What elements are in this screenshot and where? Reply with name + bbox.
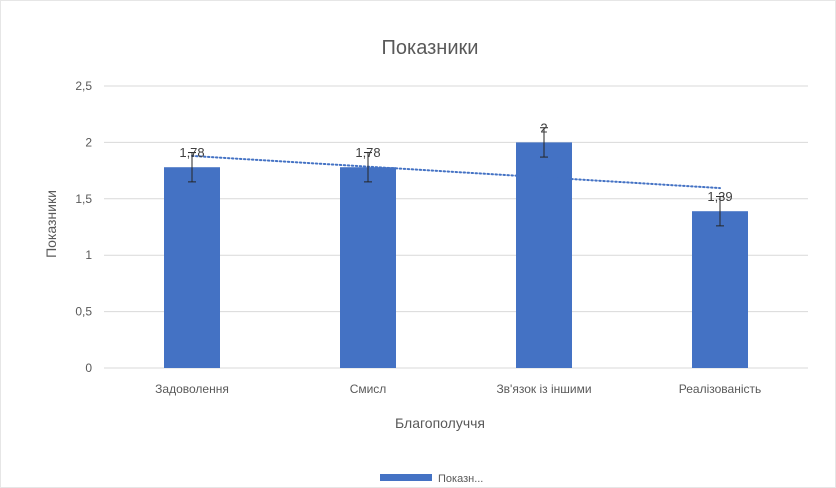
bar: [692, 211, 748, 368]
y-axis-title: Показники: [43, 190, 59, 258]
y-tick-label: 0: [85, 361, 92, 375]
bar: [516, 142, 572, 368]
y-tick-label: 0,5: [75, 305, 92, 319]
data-labels: 1,78 1,78 2 1,39: [179, 120, 732, 204]
data-label: 1,39: [707, 189, 732, 204]
x-tick-label: Задоволення: [155, 382, 229, 396]
y-tick-label: 2,5: [75, 79, 92, 93]
data-label: 2: [540, 120, 547, 135]
bars: [164, 142, 748, 368]
trendline-line: [191, 154, 721, 190]
bar: [164, 167, 220, 368]
y-tick-label: 2: [85, 135, 92, 149]
data-label: 1,78: [355, 145, 380, 160]
data-label: 1,78: [179, 145, 204, 160]
legend-swatch: [380, 474, 432, 481]
chart-title: Показники: [382, 37, 479, 59]
x-tick-label: Реалізованість: [679, 382, 762, 396]
x-tick-label: Смисл: [350, 382, 387, 396]
legend-label: Показн...: [438, 473, 483, 485]
trendline: [191, 154, 721, 190]
y-tick-label: 1: [85, 248, 92, 262]
x-tick-label: Зв'язок із іншими: [496, 382, 591, 396]
y-axis-tick-labels: 0 0,5 1 1,5 2 2,5: [75, 79, 92, 375]
y-tick-label: 1,5: [75, 192, 92, 206]
legend: Показн...: [380, 473, 483, 485]
error-bars: [188, 127, 724, 227]
x-axis-tick-labels: Задоволення Смисл Зв'язок із іншими Реалізо…: [155, 382, 761, 396]
x-axis-title: Благополуччя: [395, 415, 485, 431]
gridlines: [104, 85, 808, 369]
bar: [340, 167, 396, 368]
